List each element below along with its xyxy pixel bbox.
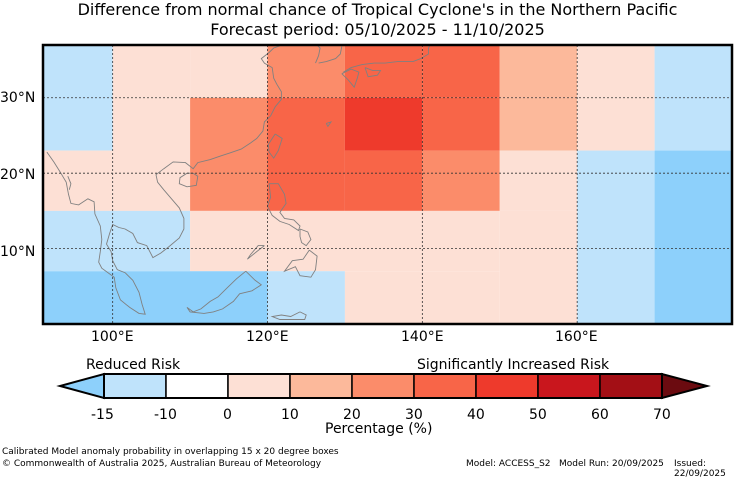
colorbar-bin xyxy=(165,373,229,399)
tick-30: 30 xyxy=(405,407,423,423)
colorbar-bin xyxy=(227,373,291,399)
anomaly-cell xyxy=(422,97,500,151)
coastline xyxy=(343,44,431,73)
anomaly-cell xyxy=(43,210,191,272)
tick-0: 0 xyxy=(223,407,232,423)
colorbar-bin xyxy=(289,373,353,399)
anomaly-cell xyxy=(344,97,423,151)
coastline xyxy=(270,311,307,320)
coastline xyxy=(325,121,333,128)
map-frame xyxy=(41,43,734,326)
anomaly-cell xyxy=(577,97,655,151)
map-title: Difference from normal chance of Tropica… xyxy=(77,0,678,19)
lon-label-100e: 100°E xyxy=(91,329,134,345)
lon-label-120e: 120°E xyxy=(246,329,289,345)
tick-10: 10 xyxy=(281,407,299,423)
coastline xyxy=(186,270,263,314)
colorbar xyxy=(56,372,711,400)
colorbar-outline xyxy=(103,373,663,399)
anomaly-cell xyxy=(499,210,578,324)
colorbar-bin xyxy=(413,373,477,399)
anomaly-cell xyxy=(43,45,113,151)
coastline xyxy=(364,67,382,78)
footer-model: Model: ACCESS_S2 xyxy=(466,459,551,469)
increased-risk-label: Significantly Increased Risk xyxy=(417,357,610,373)
colorbar-bin xyxy=(103,373,167,399)
footer-copyright: © Commonwealth of Australia 2025, Austra… xyxy=(2,459,322,469)
coastline xyxy=(178,172,199,188)
tick-40: 40 xyxy=(467,407,485,423)
coastline xyxy=(318,46,343,64)
coastline xyxy=(267,183,301,232)
colorbar-over-arrow xyxy=(661,372,711,400)
anomaly-cell xyxy=(577,45,655,98)
coastlines xyxy=(46,44,431,320)
gridlines xyxy=(43,45,732,324)
anomaly-cell xyxy=(344,150,423,211)
tick-50: 50 xyxy=(529,407,547,423)
tick-20: 20 xyxy=(343,407,361,423)
colorbar-bin xyxy=(475,373,539,399)
anomaly-cell xyxy=(267,45,345,98)
anomaly-cell xyxy=(190,210,500,272)
lat-label-30n: 30°N xyxy=(0,90,36,106)
lon-label-140e: 140°E xyxy=(401,329,444,345)
lon-label-160e: 160°E xyxy=(555,329,598,345)
tick-minus15: -15 xyxy=(91,407,114,423)
coastline xyxy=(267,133,283,159)
lat-label-20n: 20°N xyxy=(0,167,36,183)
colorbar-bin xyxy=(537,373,601,399)
anomaly-cell xyxy=(190,97,268,211)
coastline xyxy=(299,228,312,247)
footer-description: Calibrated Model anomaly probability in … xyxy=(2,447,339,457)
anomaly-cell xyxy=(654,150,732,324)
tick-70: 70 xyxy=(653,407,671,423)
tick-minus10: -10 xyxy=(154,407,177,423)
anomaly-cell xyxy=(43,150,113,211)
coastline xyxy=(247,245,265,260)
colorbar-bin xyxy=(599,373,663,399)
lat-label-10n: 10°N xyxy=(0,244,36,260)
anomaly-cells xyxy=(43,45,732,324)
anomaly-cell xyxy=(112,45,191,98)
colorbar-xlabel: Percentage (%) xyxy=(325,421,433,437)
coastline xyxy=(341,68,360,89)
colorbar-bin xyxy=(351,373,415,399)
anomaly-cell xyxy=(499,45,578,98)
coastline xyxy=(46,45,282,315)
footer-model-run: Model Run: 20/09/2025 xyxy=(559,459,664,469)
footer-issued: Issued: 22/09/2025 xyxy=(674,459,726,479)
anomaly-cell xyxy=(43,271,268,324)
anomaly-cell xyxy=(112,97,191,211)
forecast-period: Forecast period: 05/10/2025 - 11/10/2025 xyxy=(210,20,545,39)
anomaly-cell xyxy=(577,150,655,324)
anomaly-cell xyxy=(499,97,578,151)
anomaly-cell xyxy=(422,150,500,211)
anomaly-cell xyxy=(267,97,345,211)
anomaly-cell xyxy=(422,45,500,98)
anomaly-cell xyxy=(499,150,578,211)
coastline xyxy=(283,249,318,278)
anomaly-cell xyxy=(190,45,268,98)
tick-60: 60 xyxy=(591,407,609,423)
reduced-risk-label: Reduced Risk xyxy=(86,357,181,373)
colorbar-under-arrow xyxy=(56,372,105,400)
coastline xyxy=(315,44,321,64)
coastline xyxy=(67,176,72,190)
